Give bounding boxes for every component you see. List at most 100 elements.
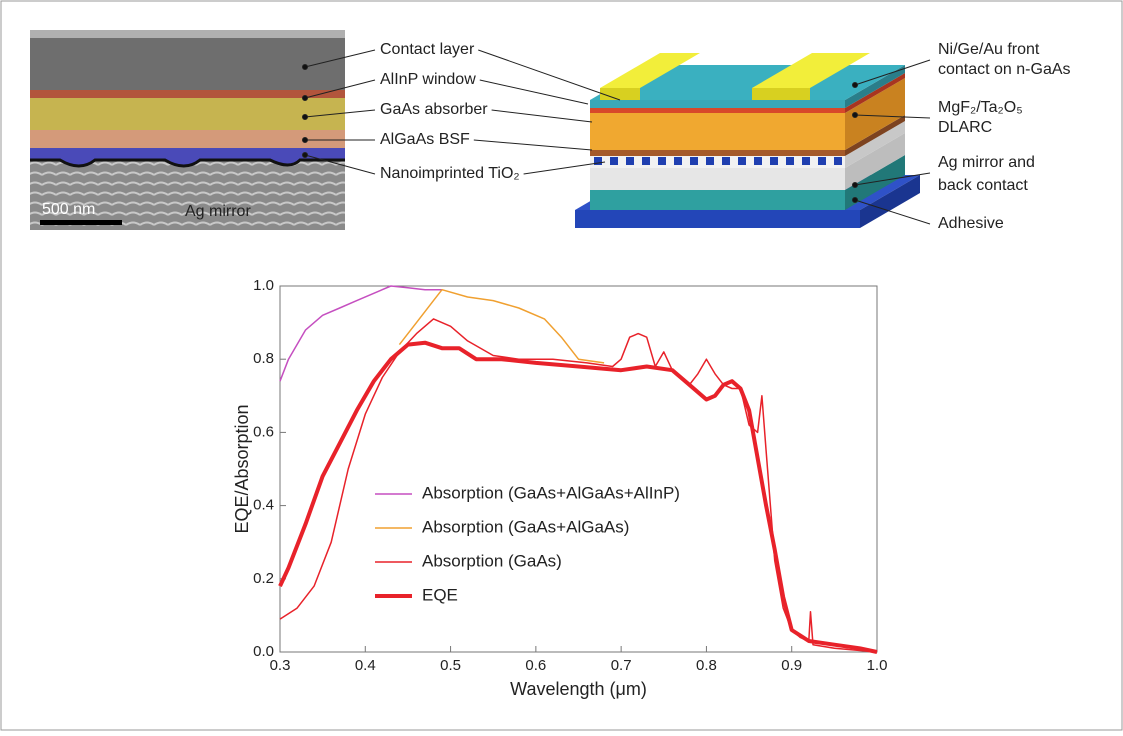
y-axis-label: EQE/Absorption bbox=[232, 404, 252, 533]
x-axis-label: Wavelength (μm) bbox=[510, 679, 647, 699]
x-tick-label: 0.8 bbox=[696, 657, 717, 674]
legend-label: Absorption (GaAs+AlGaAs) bbox=[422, 517, 629, 536]
layer-front bbox=[590, 168, 845, 190]
tio2-pillar bbox=[658, 157, 666, 165]
layer-front bbox=[590, 150, 845, 156]
tio2-pillar bbox=[754, 157, 762, 165]
tio2-pillar bbox=[834, 157, 842, 165]
device-label: back contact bbox=[938, 177, 1028, 194]
leader bbox=[854, 114, 931, 119]
leader bbox=[854, 172, 931, 186]
layer-front bbox=[590, 190, 845, 210]
leader bbox=[491, 109, 593, 123]
layer-side bbox=[845, 73, 905, 113]
layer-label: GaAs absorber bbox=[380, 101, 488, 118]
tio2-pillar bbox=[642, 157, 650, 165]
x-tick-label: 1.0 bbox=[867, 657, 888, 674]
layer-label: AlInP window bbox=[380, 71, 476, 88]
layer-side bbox=[845, 155, 905, 210]
y-tick-label: 0.0 bbox=[253, 643, 274, 660]
y-tick-label: 1.0 bbox=[253, 277, 274, 294]
y-tick-label: 0.8 bbox=[253, 350, 274, 367]
x-tick-label: 0.9 bbox=[781, 657, 802, 674]
tio2-pillar bbox=[802, 157, 810, 165]
leader-dot bbox=[852, 82, 858, 88]
layer-front bbox=[590, 113, 845, 150]
device-diagram bbox=[575, 53, 920, 228]
leader-lines bbox=[302, 49, 931, 225]
legend-label: Absorption (GaAs) bbox=[422, 551, 562, 570]
tio2-pillar bbox=[674, 157, 682, 165]
leader-dot bbox=[302, 114, 308, 120]
leader bbox=[304, 79, 376, 99]
layer-side bbox=[860, 175, 920, 228]
x-tick-label: 0.6 bbox=[525, 657, 546, 674]
device-label: Adhesive bbox=[938, 215, 1004, 232]
layer-side bbox=[845, 78, 905, 150]
leader-dot bbox=[302, 64, 308, 70]
tio2-pillar bbox=[770, 157, 778, 165]
device-label: DLARC bbox=[938, 119, 992, 136]
layer-label: Contact layer bbox=[380, 41, 475, 58]
tio2-pillar bbox=[594, 157, 602, 165]
layer-side bbox=[845, 65, 905, 108]
y-tick-label: 0.6 bbox=[253, 423, 274, 440]
leader bbox=[523, 161, 606, 175]
leader bbox=[854, 59, 931, 86]
leader-dot bbox=[852, 112, 858, 118]
tio2-pillar bbox=[786, 157, 794, 165]
device-label: Ni/Ge/Au front bbox=[938, 41, 1040, 58]
x-tick-label: 0.4 bbox=[355, 657, 376, 674]
device-label: Ag mirror and bbox=[938, 154, 1035, 171]
leader-dot bbox=[852, 182, 858, 188]
layer-side bbox=[845, 121, 905, 168]
layer-label: Nanoimprinted TiO₂ bbox=[380, 165, 520, 182]
tio2-pillar bbox=[690, 157, 698, 165]
y-tick-label: 0.2 bbox=[253, 570, 274, 587]
layer-label: AlGaAs BSF bbox=[380, 131, 470, 148]
series-line bbox=[278, 340, 878, 654]
series-line bbox=[398, 288, 605, 364]
leader-dot bbox=[852, 197, 858, 203]
contact-top bbox=[600, 53, 700, 88]
leader-dot bbox=[302, 152, 308, 158]
plot-frame bbox=[279, 285, 878, 653]
contact-front bbox=[752, 88, 810, 100]
legend-label: Absorption (GaAs+AlGaAs+AlInP) bbox=[422, 483, 680, 502]
leader bbox=[473, 139, 593, 151]
layer-front bbox=[590, 100, 845, 108]
tio2-pillar bbox=[706, 157, 714, 165]
y-tick-label: 0.4 bbox=[253, 497, 274, 514]
x-tick-label: 0.5 bbox=[440, 657, 461, 674]
contact-front bbox=[600, 88, 640, 100]
layer-front bbox=[575, 210, 860, 228]
leader bbox=[304, 109, 376, 118]
device-label: MgF₂/Ta₂O₅ bbox=[938, 99, 1023, 116]
series-line bbox=[279, 285, 442, 382]
leader bbox=[854, 199, 931, 225]
leader bbox=[478, 49, 621, 101]
leader bbox=[304, 49, 376, 68]
layer-front bbox=[590, 156, 845, 168]
tio2-pillar bbox=[818, 157, 826, 165]
tio2-pillar bbox=[626, 157, 634, 165]
leader bbox=[479, 79, 589, 105]
leader-dot bbox=[302, 137, 308, 143]
device-label: contact on n-GaAs bbox=[938, 61, 1071, 78]
tio2-pillar bbox=[722, 157, 730, 165]
scale-bar-label: 500 nm bbox=[42, 201, 95, 218]
layer-side bbox=[845, 133, 905, 190]
legend-label: EQE bbox=[422, 585, 458, 604]
leader-dot bbox=[302, 95, 308, 101]
tio2-pillar bbox=[738, 157, 746, 165]
tio2-pillar bbox=[610, 157, 618, 165]
sem-image bbox=[30, 30, 345, 230]
x-tick-label: 0.7 bbox=[611, 657, 632, 674]
x-tick-label: 0.3 bbox=[270, 657, 291, 674]
layer-front bbox=[590, 108, 845, 113]
contact-top bbox=[752, 53, 870, 88]
region-label: Ag mirror bbox=[185, 203, 251, 220]
